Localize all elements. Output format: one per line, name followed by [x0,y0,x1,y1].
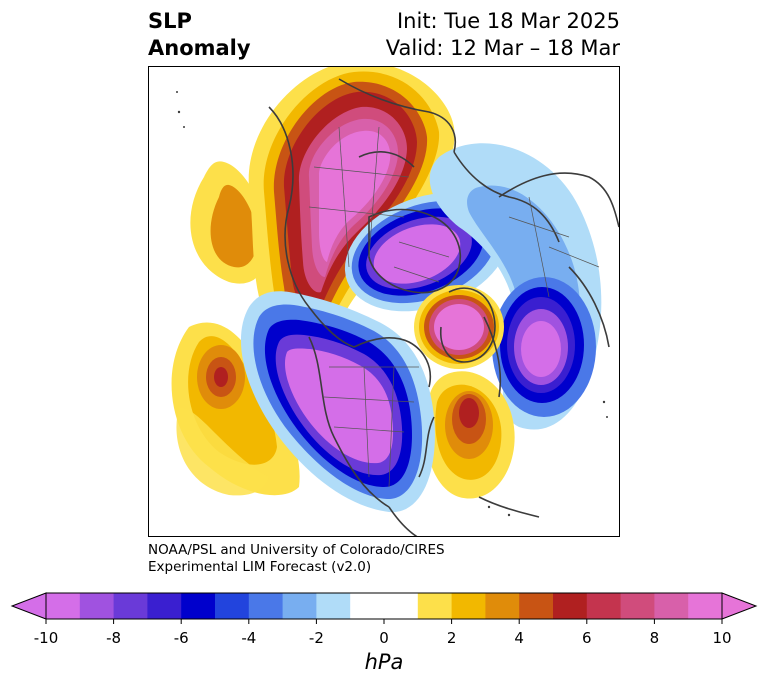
colorbar-segment [147,593,182,619]
map-title: SLP Anomaly [148,8,251,62]
colorbar-tick-label: -4 [241,629,257,647]
credit-line-1: NOAA/PSL and University of Colorado/CIRE… [148,542,445,558]
colorbar-extend-high [721,592,758,620]
colorbar-segment [113,593,148,619]
map-panel [148,66,620,537]
title-line-1: SLP [148,9,192,33]
islands [176,91,608,517]
colorbar-segment [79,593,115,619]
colorbar: -10 -8 -6 -4 -2 0 2 4 6 8 10 hPa [0,586,768,686]
init-date-label: Init: Tue 18 Mar 2025 [396,9,620,33]
credit-line-2: Experimental LIM Forecast (v2.0) [148,559,372,575]
colorbar-tick-label: 6 [582,629,592,647]
colorbar-segment [248,593,284,619]
north-america-low-anomaly [240,291,435,513]
colorbar-graphic [10,592,758,624]
southwest-high-fragment [176,407,269,496]
colorbar-tick-label: -10 [33,629,59,647]
colorbar-segment [586,593,622,619]
colorbar-tick-label: -6 [173,629,189,647]
colorbar-segment [282,593,317,619]
valid-range-label: Valid: 12 Mar – 18 Mar [385,36,620,60]
colorbar-segment [181,593,216,619]
colorbar-segment [485,593,520,619]
siberia-high-anomaly [248,67,455,354]
colorbar-segment [46,593,81,619]
forecast-dates: Init: Tue 18 Mar 2025 Valid: 12 Mar – 18… [386,8,620,62]
political-borders [308,126,600,488]
northwest-high-extension [190,161,269,284]
colorbar-segment [519,593,554,619]
coastlines [268,78,619,536]
colorbar-segment [688,593,723,619]
colorbar-tick-label: 4 [514,629,524,647]
colorbar-extend-low [10,592,47,620]
greenland-high-anomaly [414,285,504,369]
colorbar-segment [316,593,351,619]
colorbar-segment [620,593,655,619]
title-line-2: Anomaly [148,36,251,60]
credit-text: NOAA/PSL and University of Colorado/CIRE… [148,542,445,576]
colorbar-segment [215,593,250,619]
colorbar-tick-label: 10 [712,629,732,647]
anomaly-map [171,67,619,536]
colorbar-segment [654,593,689,619]
colorbar-segment [553,593,588,619]
colorbar-tick-label: -2 [308,629,324,647]
colorbar-segment [384,593,419,619]
colorbar-ticks [45,619,723,624]
colorbar-tick-label: 8 [649,629,660,647]
colorbar-tick-label: 2 [446,629,457,647]
north-atlantic-low-anomaly [492,277,596,417]
colorbar-tick-label: -8 [106,629,122,647]
colorbar-segment [417,593,453,619]
atlantic-high-anomaly [425,371,515,499]
colorbar-segment [451,593,486,619]
colorbar-segments [46,593,723,619]
colorbar-tick-label: 0 [379,629,389,647]
colorbar-units: hPa [364,650,404,674]
colorbar-segment [350,593,385,619]
